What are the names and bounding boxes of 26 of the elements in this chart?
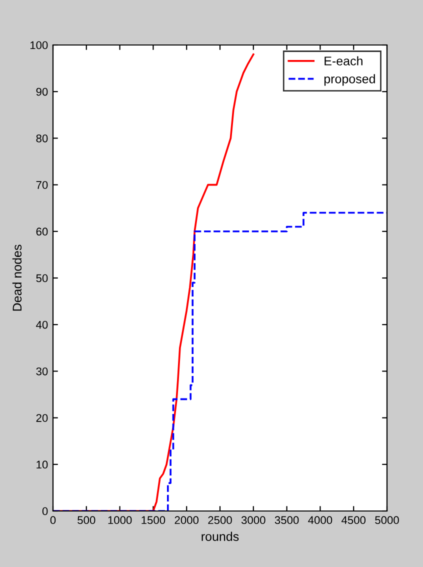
y-tick-label: 70 <box>36 181 48 189</box>
y-tick-label: 90 <box>36 88 48 96</box>
y-tick-label: 30 <box>36 367 48 376</box>
y-tick-label: 40 <box>36 320 48 329</box>
x-tick-label: 1500 <box>142 516 166 524</box>
y-tick-label: 50 <box>36 274 48 282</box>
y-tick-label: 0 <box>42 507 48 516</box>
x-tick-label: 500 <box>78 516 96 524</box>
x-tick-label: 4000 <box>308 516 332 524</box>
legend-label: proposed <box>324 74 375 86</box>
y-tick-label: 60 <box>36 228 48 236</box>
x-tick-label: 2000 <box>174 516 199 524</box>
x-tick-label: 1000 <box>108 516 132 524</box>
y-tick-label: 20 <box>36 414 48 422</box>
x-tick-label: 0 <box>50 516 56 524</box>
x-tick-label: 5000 <box>375 516 399 524</box>
y-tick-label: 80 <box>36 134 48 142</box>
x-tick-label: 2500 <box>208 516 232 524</box>
legend-label: E-each <box>324 56 362 66</box>
x-tick-label: 3000 <box>241 516 266 524</box>
y-tick-label: 100 <box>30 41 48 50</box>
x-tick-label: 3500 <box>274 516 299 524</box>
y-axis-title: Dead nodes <box>12 244 22 311</box>
x-axis-title: rounds <box>202 532 239 541</box>
y-tick-label: 10 <box>36 460 48 469</box>
x-tick-label: 4500 <box>342 516 366 524</box>
